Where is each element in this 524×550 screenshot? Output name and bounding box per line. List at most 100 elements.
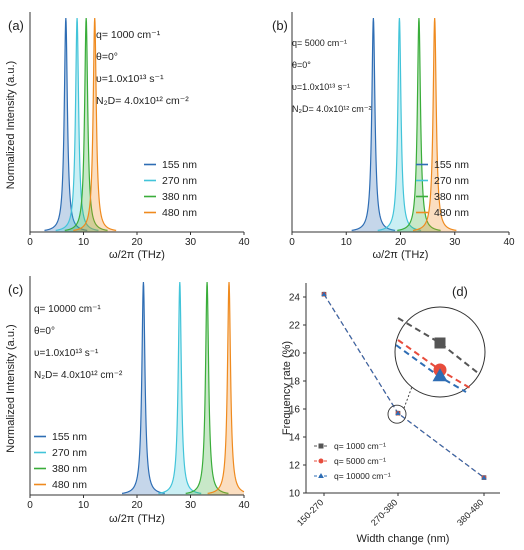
peak-line-1 — [158, 281, 202, 494]
legend-label-0: 155 nm — [434, 159, 469, 171]
zoom-marker-3 — [432, 368, 448, 382]
y-tick-label: 10 — [289, 489, 301, 500]
peak-line-2 — [64, 17, 108, 231]
legend-label-2: 380 nm — [434, 191, 469, 203]
data-point-2-1 — [395, 410, 401, 416]
panel-d: 10 12 14 16 18 20 22 24 150-270 270-380 380-480 Wid… — [281, 283, 500, 545]
x-axis-label: ω/2π (THz) — [373, 249, 429, 261]
param-text-1: θ=0° — [292, 60, 311, 70]
x-tick-label: 40 — [503, 237, 515, 248]
data-point-2-0 — [321, 291, 327, 297]
peak-fill-0 — [44, 18, 88, 232]
legend-label-0: 155 nm — [52, 431, 87, 443]
param-text-2: υ=1.0x10¹³ s⁻¹ — [96, 73, 164, 85]
peak-fill-3 — [207, 282, 244, 495]
x-tick-label: 30 — [449, 237, 461, 248]
param-text-0: q= 1000 cm⁻¹ — [96, 29, 161, 41]
y-tick-label: 22 — [289, 321, 301, 332]
peak-fill-0 — [122, 282, 165, 495]
x-tick-label: 0 — [27, 500, 33, 511]
legend-marker-2 — [318, 473, 324, 478]
y-tick-label: 18 — [289, 377, 301, 388]
param-text-2: υ=1.0x10¹³ s⁻¹ — [292, 82, 350, 92]
legend-label-1: 270 nm — [52, 447, 87, 459]
legend-label-2: q= 10000 cm⁻¹ — [334, 471, 391, 481]
peak-line-0 — [121, 281, 165, 494]
panel-b: 0 10 20 30 40 ω/2π (THz) (b) q= 5000 cm⁻¹ θ=0° υ=… — [272, 12, 515, 261]
peak-fill-1 — [158, 282, 202, 495]
legend-label-3: 480 nm — [52, 479, 87, 491]
x-tick-label: 270-380 — [369, 497, 399, 527]
param-text-1: θ=0° — [96, 51, 118, 63]
param-text-3: N₂D= 4.0x10¹² cm⁻² — [292, 104, 372, 114]
panel-c: 0 10 20 30 40 ω/2π (THz) Normalized Intensity … — [5, 276, 250, 525]
x-tick-label: 10 — [78, 237, 90, 248]
legend-marker-1 — [318, 458, 324, 464]
zoom-small-circle — [387, 404, 407, 424]
peak-fill-1 — [377, 18, 422, 232]
x-axis-label: ω/2π (THz) — [109, 513, 165, 525]
x-tick-label: 20 — [131, 237, 143, 248]
param-text-0: q= 5000 cm⁻¹ — [292, 38, 347, 48]
peak-line-1 — [377, 17, 422, 231]
zoom-line-1 — [397, 317, 479, 374]
x-tick-label: 10 — [341, 237, 353, 248]
param-text-3: N₂D= 4.0x10¹² cm⁻² — [96, 95, 189, 107]
x-axis-label: Width change (nm) — [357, 533, 450, 545]
x-tick-label: 0 — [27, 237, 33, 248]
x-tick-label: 40 — [238, 237, 250, 248]
peak-line-3 — [207, 281, 245, 494]
panel-label: (b) — [272, 18, 288, 33]
y-tick-label: 12 — [289, 461, 301, 472]
y-axis-label: Normalized Intensity (a.u.) — [5, 324, 17, 452]
x-tick-label: 150-270 — [295, 497, 325, 527]
x-tick-label: 10 — [78, 500, 90, 511]
x-tick-label: 30 — [185, 500, 197, 511]
param-text-0: q= 10000 cm⁻¹ — [34, 304, 101, 315]
x-tick-label: 30 — [185, 237, 197, 248]
panel-label: (d) — [452, 284, 468, 299]
legend-label-0: q= 1000 cm⁻¹ — [334, 441, 386, 451]
y-tick-label: 16 — [289, 405, 301, 416]
zoom-inset-circle — [394, 306, 486, 398]
param-text-3: N₂D= 4.0x10¹² cm⁻² — [34, 370, 123, 381]
zoom-marker-1 — [434, 337, 446, 349]
peak-line-3 — [73, 17, 117, 231]
peak-line-1 — [55, 17, 99, 231]
x-tick-label: 20 — [131, 500, 143, 511]
panel-a: 0 10 20 30 40 ω/2π (THz) Normalized Intensity … — [5, 12, 250, 261]
x-tick-label: 40 — [238, 500, 250, 511]
legend-label-1: q= 5000 cm⁻¹ — [334, 456, 386, 466]
legend-label-2: 380 nm — [162, 191, 197, 203]
legend-label-3: 480 nm — [162, 207, 197, 219]
y-axis-label: Frequency rate (%) — [281, 341, 293, 435]
peak-fill-3 — [73, 18, 117, 232]
panel-label: (c) — [8, 282, 23, 297]
data-point-2-2 — [481, 474, 487, 480]
param-text-1: θ=0° — [34, 326, 55, 337]
peak-line-3 — [412, 17, 457, 231]
legend-label-3: 480 nm — [434, 207, 469, 219]
y-tick-label: 24 — [289, 293, 301, 304]
legend-marker-0 — [318, 443, 324, 449]
legend-label-0: 155 nm — [162, 159, 197, 171]
peak-fill-0 — [351, 18, 396, 232]
peak-fill-1 — [55, 18, 99, 232]
x-tick-label: 380-480 — [455, 497, 485, 527]
peak-line-2 — [397, 17, 441, 231]
x-tick-label: 0 — [289, 237, 295, 248]
x-tick-label: 20 — [395, 237, 407, 248]
y-tick-label: 14 — [289, 433, 301, 444]
y-axis-label: Normalized Intensity (a.u.) — [5, 61, 17, 189]
peak-fill-2 — [185, 282, 229, 495]
legend-label-2: 380 nm — [52, 463, 87, 475]
x-axis-label: ω/2π (THz) — [109, 249, 165, 261]
peak-fill-3 — [412, 18, 457, 232]
peak-fill-2 — [64, 18, 108, 232]
legend-label-1: 270 nm — [162, 175, 197, 187]
peak-line-0 — [351, 17, 396, 231]
legend-label-1: 270 nm — [434, 175, 469, 187]
param-text-2: υ=1.0x10¹³ s⁻¹ — [34, 348, 99, 359]
y-tick-label: 20 — [289, 349, 301, 360]
